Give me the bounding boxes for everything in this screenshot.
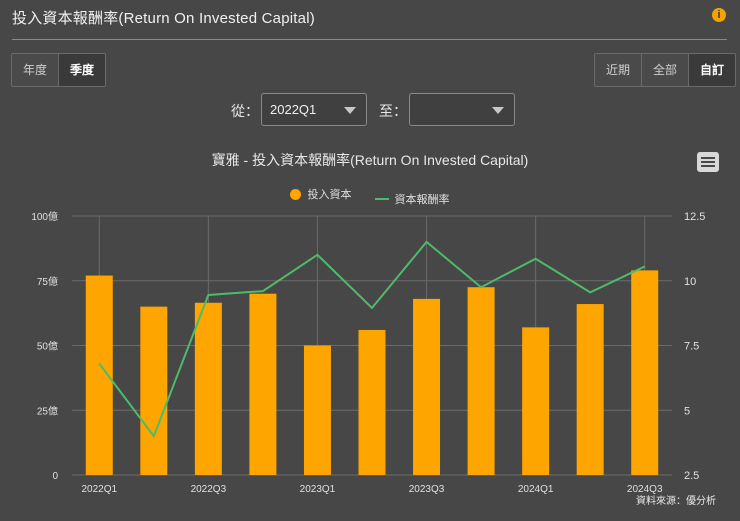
chevron-down-icon	[492, 107, 504, 114]
y-right-tick-label: 12.5	[684, 211, 705, 223]
x-tick-label: 2024Q1	[518, 484, 554, 495]
y-left-tick-label: 0	[52, 471, 58, 482]
from-select[interactable]: 2022Q1	[261, 93, 367, 126]
to-select[interactable]	[409, 93, 515, 126]
bar-invested-capital	[522, 327, 550, 475]
bar-invested-capital	[358, 329, 386, 475]
header-divider	[12, 39, 727, 40]
bar-invested-capital	[413, 298, 441, 475]
page-title: 投入資本報酬率(Return On Invested Capital)	[12, 10, 315, 27]
y-left-tick-label: 25億	[37, 404, 58, 417]
data-source: 資料來源：優分析	[636, 496, 716, 507]
y-left-tick-label: 75億	[37, 275, 58, 288]
info-icon[interactable]: i	[712, 8, 726, 22]
hamburger-menu-icon[interactable]	[697, 152, 719, 172]
y-left-tick-label: 100億	[31, 210, 58, 223]
x-tick-label: 2022Q1	[81, 484, 117, 495]
y-left-tick-label: 50億	[37, 340, 58, 353]
bar-invested-capital	[303, 345, 331, 475]
y-right-tick-label: 2.5	[684, 470, 699, 482]
bar-invested-capital	[140, 306, 168, 475]
period-annual-button[interactable]: 年度	[12, 54, 60, 86]
line-roic	[98, 240, 646, 439]
x-tick-label: 2024Q3	[627, 484, 663, 495]
chart-title: 寶雅 - 投入資本報酬率(Return On Invested Capital)	[211, 152, 529, 168]
to-label: 至：	[379, 103, 407, 119]
chevron-down-icon	[344, 107, 356, 114]
period-quarterly-button[interactable]: 季度	[59, 54, 106, 86]
legend-item-roic[interactable]: 資本報酬率	[374, 191, 450, 207]
bar-invested-capital	[576, 304, 604, 475]
x-tick-label: 2023Q3	[409, 484, 445, 495]
bar-invested-capital	[631, 270, 659, 475]
legend-dot-icon	[290, 188, 302, 200]
y-right-tick-label: 5	[684, 405, 690, 417]
legend-label: 資本報酬率	[394, 193, 450, 206]
y-right-tick-label: 10	[684, 276, 696, 288]
period-toggle: 年度 季度	[11, 53, 107, 87]
chart-legend: 投入資本 資本報酬率	[0, 186, 740, 207]
from-select-value: 2022Q1	[270, 102, 317, 117]
y-right-tick-label: 7.5	[684, 341, 699, 353]
legend-item-invested-capital[interactable]: 投入資本	[290, 186, 351, 202]
x-tick-label: 2023Q1	[300, 484, 336, 495]
range-custom-button[interactable]: 自訂	[689, 54, 736, 86]
bar-invested-capital	[194, 302, 222, 475]
bar-invested-capital	[467, 287, 495, 475]
range-recent-button[interactable]: 近期	[595, 54, 643, 86]
range-all-button[interactable]: 全部	[642, 54, 690, 86]
bar-invested-capital	[249, 293, 277, 475]
range-toggle: 近期 全部 自訂	[594, 53, 737, 87]
from-label: 從：	[231, 103, 259, 119]
legend-line-icon	[374, 197, 389, 200]
x-tick-label: 2022Q3	[191, 484, 227, 495]
legend-label: 投入資本	[307, 189, 352, 201]
